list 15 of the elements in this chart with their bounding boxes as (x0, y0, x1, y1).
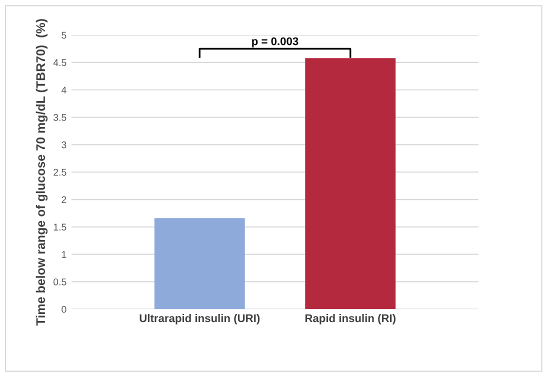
y-tick-label: 4 (61, 86, 66, 94)
y-tick-label: 1.5 (54, 224, 66, 231)
y-tick-label: 1 (62, 251, 66, 258)
y-tick-label: 3 (62, 141, 66, 148)
y-axis-title: Time below range of glucose 70 mg/dL (TBR70) (%) (36, 19, 48, 326)
y-tick-label: 0 (62, 306, 66, 313)
x-tick-label: Rapid insulin (RI) (305, 314, 396, 324)
y-tick-label: 4.5 (53, 59, 66, 66)
y-tick-label: 5 (62, 32, 66, 39)
y-tick-label: 2 (62, 196, 66, 204)
y-tick-label: 2.5 (54, 168, 66, 176)
x-tick-label: Ultrarapid insulin (URI) (140, 314, 260, 324)
y-tick-label: 3.5 (53, 114, 66, 121)
y-tick-label: 0.5 (54, 278, 66, 286)
annotation: p = 0.003 (252, 37, 298, 48)
